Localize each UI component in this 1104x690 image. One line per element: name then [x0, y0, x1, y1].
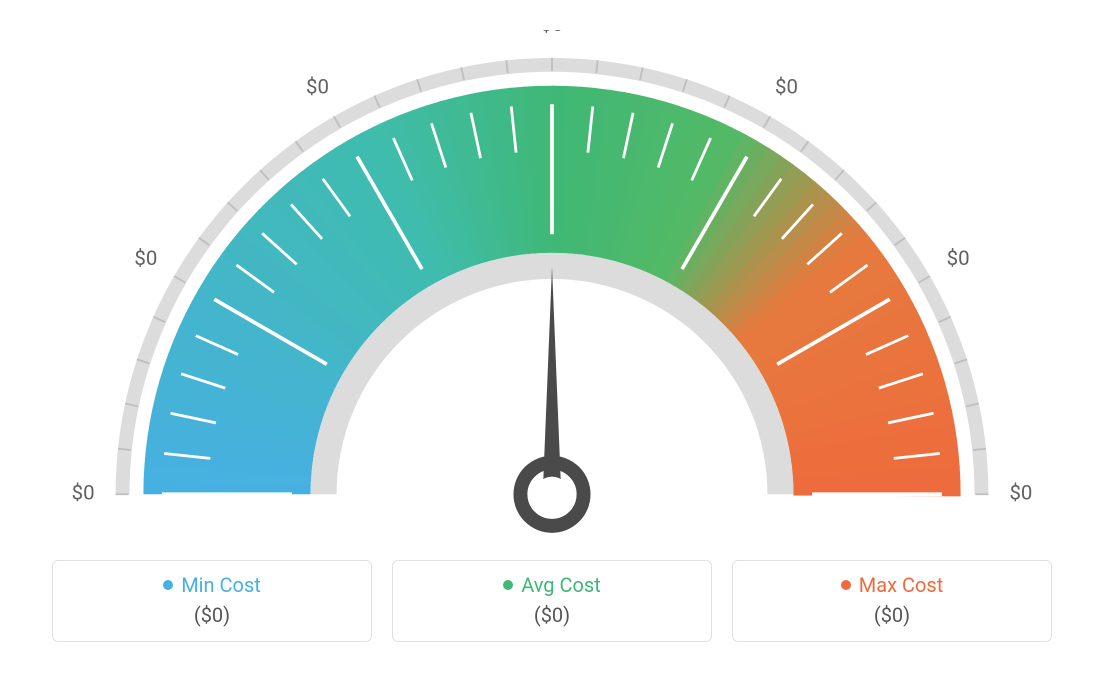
gauge-tick-label: $0 — [947, 246, 970, 270]
legend-value-avg: ($0) — [411, 603, 693, 627]
gauge-tick-label: $0 — [134, 246, 157, 270]
gauge-tick-label: $0 — [541, 30, 564, 36]
gauge-svg: $0 $0 $0 $0 $0 $0 $0 — [52, 30, 1052, 550]
legend-card-min: Min Cost ($0) — [52, 560, 372, 642]
legend-value-min: ($0) — [71, 603, 353, 627]
legend-label-min: Min Cost — [181, 573, 261, 597]
gauge-tick-label: $0 — [775, 75, 798, 99]
legend-title-min: Min Cost — [71, 573, 353, 597]
legend-row: Min Cost ($0) Avg Cost ($0) Max Cost ($0… — [52, 560, 1052, 642]
legend-label-avg: Avg Cost — [521, 573, 601, 597]
legend-card-max: Max Cost ($0) — [732, 560, 1052, 642]
gauge-tick-label: $0 — [306, 75, 329, 99]
legend-title-max: Max Cost — [751, 573, 1033, 597]
gauge-chart-container: $0 $0 $0 $0 $0 $0 $0 Min Cost ($0) Avg Cost ($… — [0, 0, 1104, 690]
legend-value-max: ($0) — [751, 603, 1033, 627]
legend-dot-avg — [503, 580, 513, 590]
gauge-tick-label: $0 — [1009, 481, 1032, 505]
legend-title-avg: Avg Cost — [411, 573, 693, 597]
gauge-wrap: $0 $0 $0 $0 $0 $0 $0 — [52, 30, 1052, 550]
legend-dot-min — [163, 580, 173, 590]
gauge-tick-label: $0 — [72, 481, 95, 505]
legend-dot-max — [841, 580, 851, 590]
gauge-needle-hub-center — [534, 477, 569, 512]
legend-card-avg: Avg Cost ($0) — [392, 560, 712, 642]
legend-label-max: Max Cost — [859, 573, 944, 597]
